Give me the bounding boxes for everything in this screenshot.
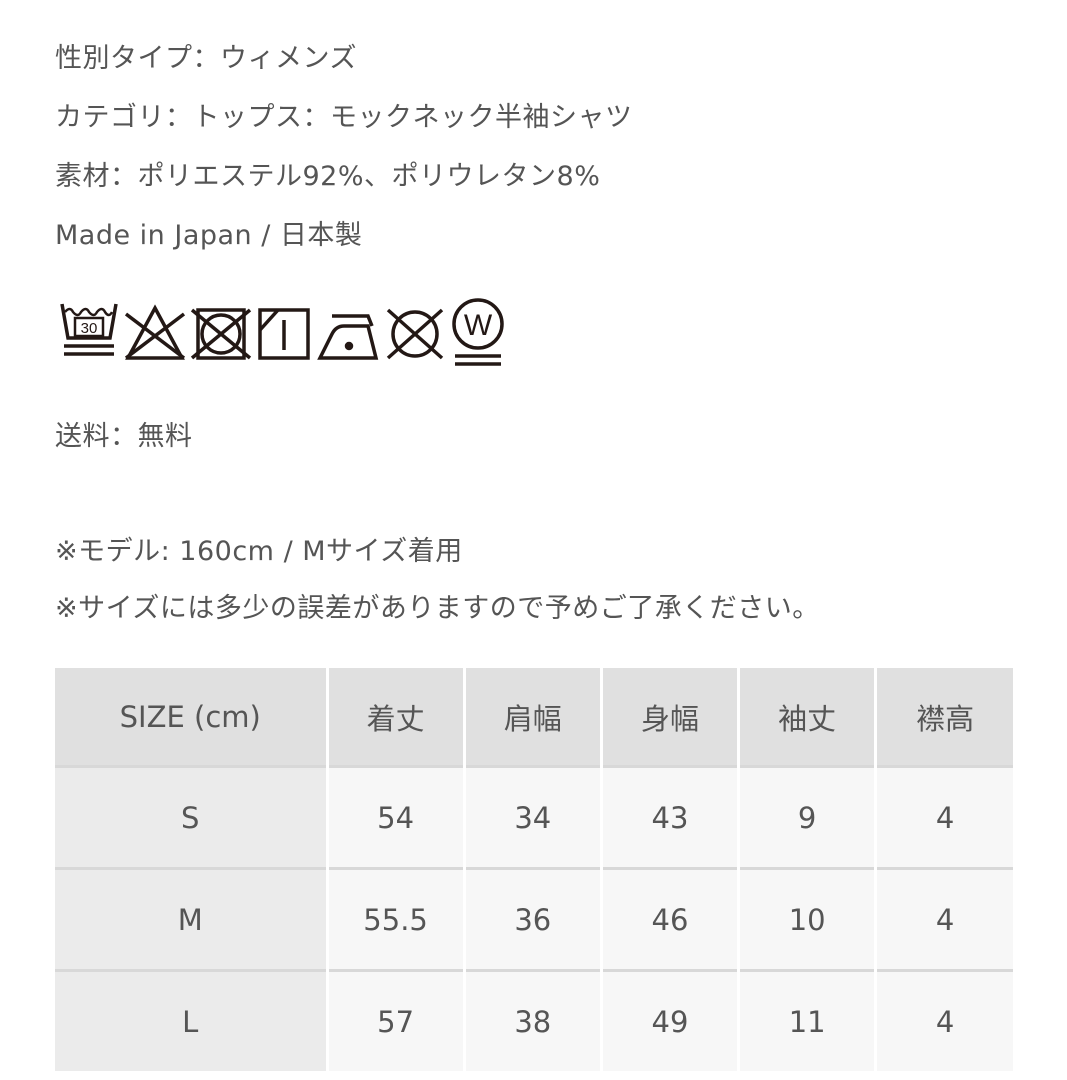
header-shoulder: 肩幅 bbox=[462, 668, 603, 767]
svg-text:W: W bbox=[464, 309, 493, 342]
no-dry-clean-icon bbox=[386, 308, 444, 360]
table-cell: 54 bbox=[325, 765, 466, 869]
table-row: S 54 34 43 9 4 bbox=[55, 765, 1013, 869]
table-header-row: SIZE (cm) 着丈 肩幅 身幅 袖丈 襟高 bbox=[55, 668, 1013, 767]
table-cell: 38 bbox=[462, 969, 603, 1071]
size-label: S bbox=[55, 765, 329, 869]
table-cell: 46 bbox=[599, 867, 741, 971]
shipping: 送料：無料 bbox=[55, 421, 193, 452]
no-bleach-icon bbox=[124, 304, 186, 360]
size-label: L bbox=[55, 969, 329, 1071]
header-sleeve: 袖丈 bbox=[737, 668, 878, 767]
drip-dry-shade-icon bbox=[258, 308, 310, 360]
care-icons: 30 W bbox=[58, 296, 506, 372]
wash-30-gentle-icon: 30 bbox=[60, 303, 118, 356]
svg-text:30: 30 bbox=[81, 320, 98, 337]
size-table: SIZE (cm) 着丈 肩幅 身幅 袖丈 襟高 S 54 34 43 9 4 … bbox=[55, 668, 1013, 1071]
wet-clean-gentle-icon: W bbox=[452, 298, 504, 366]
table-cell: 4 bbox=[874, 867, 1013, 971]
table-row: M 55.5 36 46 10 4 bbox=[55, 867, 1013, 971]
table-cell: 9 bbox=[737, 765, 878, 869]
iron-low-icon bbox=[317, 314, 379, 360]
table-cell: 4 bbox=[874, 765, 1013, 869]
size-disclaimer: ※サイズには多少の誤差がありますので予めご了承ください。 bbox=[55, 593, 820, 624]
origin: Made in Japan / 日本製 bbox=[55, 220, 363, 251]
header-size: SIZE (cm) bbox=[55, 668, 329, 767]
header-collar: 襟高 bbox=[874, 668, 1013, 767]
table-cell: 34 bbox=[462, 765, 603, 869]
gender-type: 性別タイプ：ウィメンズ bbox=[55, 43, 357, 74]
header-length: 着丈 bbox=[325, 668, 466, 767]
table-cell: 43 bbox=[599, 765, 741, 869]
table-cell: 49 bbox=[599, 969, 741, 1071]
table-cell: 36 bbox=[462, 867, 603, 971]
table-row: L 57 38 49 11 4 bbox=[55, 969, 1013, 1071]
table-cell: 57 bbox=[325, 969, 466, 1071]
table-cell: 10 bbox=[737, 867, 878, 971]
material: 素材：ポリエステル92%、ポリウレタン8% bbox=[55, 161, 601, 192]
table-cell: 11 bbox=[737, 969, 878, 1071]
table-cell: 4 bbox=[874, 969, 1013, 1071]
size-label: M bbox=[55, 867, 329, 971]
category: カテゴリ：トップス：モックネック半袖シャツ bbox=[55, 102, 633, 133]
table-cell: 55.5 bbox=[325, 867, 466, 971]
model-note: ※モデル: 160cm / Mサイズ着用 bbox=[55, 536, 463, 567]
no-tumble-dry-icon bbox=[190, 308, 252, 360]
header-chest: 身幅 bbox=[599, 668, 741, 767]
